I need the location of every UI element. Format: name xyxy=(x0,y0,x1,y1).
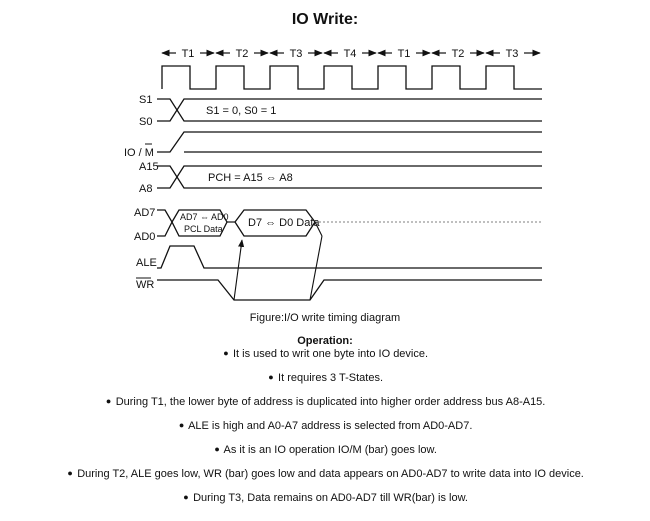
t-state-label: T2 xyxy=(452,48,465,60)
signal-label-ad7: AD7 xyxy=(134,207,155,219)
bullet-icon: ● xyxy=(178,420,185,430)
t-state-label: T1 xyxy=(182,48,195,60)
list-item: ● During T2, ALE goes low, WR (bar) goes… xyxy=(67,468,584,480)
signal-label-a15: A15 xyxy=(139,161,159,173)
address-high-waveform xyxy=(157,165,542,189)
bullet-icon: ● xyxy=(214,444,220,454)
t-state-label: T2 xyxy=(236,48,249,60)
status-annotation: S1 = 0, S0 = 1 xyxy=(206,105,276,117)
causality-arrows xyxy=(233,221,323,301)
address-low-annotation: PCL Data xyxy=(184,224,223,234)
signal-label-wr: WR xyxy=(136,279,154,291)
io-write-timing-diagram: T1 T2 T3 T4 T1 T2 T3 S1 S0 S1 = 0, S0 = … xyxy=(124,48,542,301)
signal-label-ale: ALE xyxy=(136,257,157,269)
address-low-annotation: AD7 ⇔ AD0 xyxy=(180,212,229,222)
signal-label-s0: S0 xyxy=(139,116,152,128)
io-m-waveform xyxy=(157,131,542,153)
bullet-icon: ● xyxy=(223,348,229,358)
address-high-annotation: PCH = A15 ⇔ A8 xyxy=(208,172,293,184)
t-state-label: T4 xyxy=(344,48,357,60)
operation-heading: Operation: xyxy=(297,335,353,347)
list-item: ● As it is an IO operation IO/M (bar) go… xyxy=(214,444,437,456)
signal-label-ad0: AD0 xyxy=(134,231,155,243)
list-item: ● During T3, Data remains on AD0-AD7 til… xyxy=(183,492,468,504)
page-title: IO Write: xyxy=(291,11,359,28)
list-item: ● ALE is high and A0-A7 address is selec… xyxy=(178,420,473,432)
list-item: ● It requires 3 T-States. xyxy=(268,372,384,384)
t-state-label: T1 xyxy=(398,48,411,60)
signal-label-s1: S1 xyxy=(139,94,152,106)
t-state-label: T3 xyxy=(290,48,303,60)
status-waveform xyxy=(157,98,542,122)
signal-label-io-m: IO / M xyxy=(124,147,154,159)
clock-waveform xyxy=(161,65,542,90)
t-state-label: T3 xyxy=(506,48,519,60)
figure-caption: Figure:I/O write timing diagram xyxy=(249,312,401,324)
bullet-icon: ● xyxy=(183,492,189,502)
wr-waveform xyxy=(157,279,542,301)
bullet-icon: ● xyxy=(105,396,112,406)
signal-label-a8: A8 xyxy=(139,183,152,195)
data-annotation: D7 ⇔ D0 Data xyxy=(248,217,320,229)
list-item: ● During T1, the lower byte of address i… xyxy=(105,396,546,408)
bullet-icon: ● xyxy=(67,468,73,478)
ale-waveform xyxy=(157,245,542,269)
list-item: ● It is used to writ one byte into IO de… xyxy=(223,348,429,360)
bullet-icon: ● xyxy=(268,372,274,382)
